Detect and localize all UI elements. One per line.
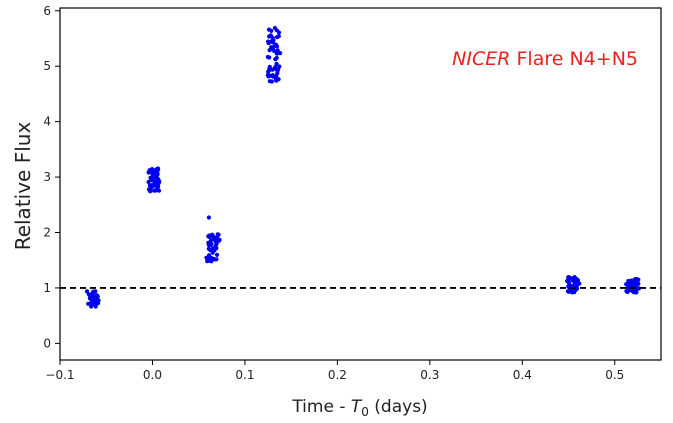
x-axis: −0.1 0.0 0.1 0.2 0.3 0.4 0.5 [45, 360, 624, 382]
y-tick-label: 4 [43, 115, 51, 129]
data-point [207, 253, 212, 258]
data-point [155, 183, 160, 188]
data-point [566, 280, 571, 285]
data-points [84, 25, 642, 309]
x-tick-label: −0.1 [45, 368, 74, 382]
data-point [208, 238, 214, 243]
x-tick-label: 0.3 [420, 368, 439, 382]
data-point [209, 241, 214, 246]
data-point [276, 30, 282, 35]
data-point [273, 65, 278, 70]
y-tick-label: 2 [43, 226, 51, 240]
x-tick-label: 0.2 [328, 368, 347, 382]
data-point [211, 256, 216, 262]
x-tick-label: 0.5 [605, 368, 624, 382]
data-point [572, 290, 577, 295]
data-point [272, 25, 277, 31]
data-point [269, 28, 274, 33]
data-point [157, 179, 162, 184]
data-point [155, 171, 160, 176]
data-point [93, 289, 98, 294]
data-point [274, 77, 279, 82]
data-point [635, 281, 641, 287]
chart-annotation: NICER Flare N4+N5 [452, 48, 638, 70]
data-point [156, 167, 161, 172]
data-point [217, 237, 222, 242]
data-point [636, 277, 641, 282]
data-point [275, 48, 280, 53]
data-point [276, 34, 281, 39]
data-point [205, 259, 210, 264]
y-tick-label: 6 [43, 4, 51, 18]
data-point [577, 281, 582, 286]
data-point [89, 304, 94, 309]
y-axis: 0 1 2 3 4 5 6 [43, 4, 60, 350]
x-tick-label: 0.1 [235, 368, 254, 382]
data-point [269, 79, 274, 84]
data-point [206, 215, 211, 220]
data-point [94, 293, 100, 298]
y-tick-label: 1 [43, 281, 51, 295]
y-axis-label: Relative Flux [11, 122, 35, 251]
y-tick-label: 3 [43, 170, 51, 184]
x-axis-label: Time - T0 (days) [291, 397, 427, 419]
data-point [148, 189, 153, 194]
data-point [278, 51, 283, 56]
data-point [274, 44, 280, 49]
data-point [274, 61, 279, 66]
data-point [214, 252, 220, 257]
data-point [156, 188, 162, 193]
data-point [271, 38, 276, 43]
plot-frame [59, 7, 662, 361]
data-point [276, 67, 281, 72]
data-point [214, 257, 219, 262]
data-point [214, 235, 219, 240]
y-tick-label: 5 [43, 59, 51, 73]
data-point [95, 298, 100, 303]
data-point [267, 55, 272, 60]
y-tick-label: 0 [43, 336, 51, 350]
data-point [214, 246, 219, 251]
data-point [267, 68, 272, 73]
data-point [575, 278, 581, 283]
data-point [275, 71, 280, 76]
data-point [274, 55, 279, 61]
x-tick-label: 0.4 [513, 368, 532, 382]
data-point [634, 290, 639, 295]
data-point [274, 51, 279, 56]
x-tick-label: 0.0 [143, 368, 162, 382]
